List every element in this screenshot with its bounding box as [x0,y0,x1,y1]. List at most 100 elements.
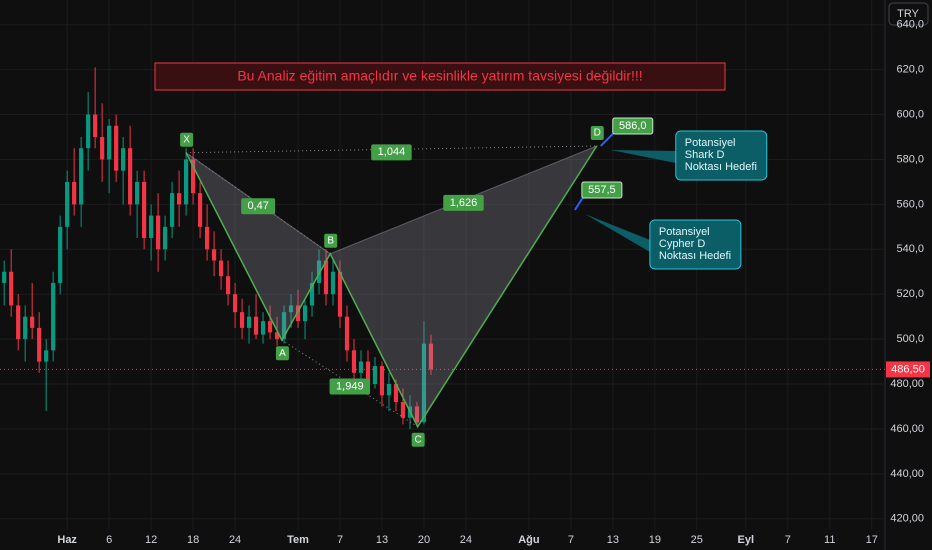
candle-body [190,159,196,194]
point-label-box [324,233,338,248]
banner-box [154,62,726,91]
candle-body [246,316,252,328]
candle-body [428,343,434,370]
candle-body [393,384,399,402]
candle-body [225,276,231,295]
ratio-label: 1,626 [450,197,478,209]
candle-body [386,384,392,396]
candle-body [337,271,343,317]
candle-body [309,282,315,306]
candle-body [267,321,273,333]
ratio-label: 1,949 [336,380,364,392]
y-tick-label: 520,0 [896,288,924,300]
x-tick-label: 6 [106,534,112,546]
candle-body [358,361,364,373]
candle-body [100,136,105,160]
candle-body [58,226,63,283]
candle-body [51,282,56,351]
x-tick-label: 7 [785,534,791,546]
ratio-box [329,378,371,395]
candle-body [107,125,112,160]
point-label: A [279,348,286,359]
x-tick-label: 25 [691,534,703,546]
note-box [649,219,742,270]
y-tick-label: 560,0 [896,198,924,210]
ratio-label: 0,47 [247,200,268,212]
candle-body [302,305,308,322]
note-text: Noktası Hedefi [685,161,757,173]
x-tick-label: Ağu [518,534,539,546]
last-price-box [886,361,930,378]
x-tick-label: Haz [57,534,77,546]
x-tick-label: 7 [337,534,343,546]
candle-body [260,321,266,335]
target-pointer [574,195,585,211]
candle-body [114,125,119,171]
candle-body [72,181,77,205]
candle-body [156,215,161,250]
note-text: Potansiyel [659,226,710,238]
candle-body [323,260,329,295]
candle-body [330,271,336,295]
point-label-box [180,132,194,147]
candle-body [9,271,14,306]
x-tick-label: Eyl [738,534,755,546]
currency-box[interactable] [888,2,929,26]
x-tick-label: 20 [418,534,430,546]
y-tick-label: 440,00 [890,468,924,480]
candle-body [30,316,35,328]
x-tick-label: 17 [866,534,878,546]
target-label: 586,0 [619,120,647,132]
candle-body [351,350,357,373]
candle-body [295,305,301,322]
candle-body [281,312,287,340]
overlay: Bu Analiz eğitim amaçlıdır ve kesinlikle… [57,2,930,546]
candle-body [316,260,322,283]
grid [0,0,885,530]
candle-body [400,401,406,418]
candle-body [183,159,189,205]
candle-body [135,181,140,205]
candle-body [232,294,238,313]
x-tick-label: 24 [460,534,472,546]
x-tick-label: 13 [376,534,388,546]
point-label: C [415,434,422,445]
candle-body [379,366,385,396]
y-tick-label: 480,00 [890,378,924,390]
x-tick-label: 13 [607,534,619,546]
y-tick-label: 540,0 [896,243,924,255]
pattern-dotted [186,145,597,154]
x-tick-label: 11 [824,534,835,546]
pattern-line [185,145,598,429]
note-box [675,130,768,181]
point-label: D [594,128,601,139]
candle-body [372,366,378,385]
candle-body [239,312,245,328]
note-pointer [584,213,650,252]
candle-body [204,226,210,250]
last-price-label: 486,50 [891,363,925,375]
y-tick-label: 420,00 [890,513,924,525]
note-text: Potansiyel [685,137,736,149]
point-label-box [275,346,289,361]
candle-body [414,406,420,423]
note-text: Shark D [685,149,725,161]
candle-body [421,343,427,423]
candle-body [149,215,154,239]
candle-body [128,148,133,205]
target-pointer [600,131,616,147]
currency[interactable]: TRY [897,8,919,20]
y-tick-label: 460,00 [890,423,924,435]
point-label-box [411,432,425,447]
y-tick-label: 620,0 [896,64,924,76]
candle-body [86,114,91,149]
ratio-label: 1,044 [378,146,406,158]
x-tick-label: 24 [229,534,241,546]
x-tick-label: 7 [568,534,574,546]
candle-body [44,350,49,362]
banner: Bu Analiz eğitim amaçlıdır ve kesinlikle… [237,68,642,84]
candle-body [211,249,217,261]
ratio-box [443,194,484,211]
y-tick-label: 500,0 [896,333,924,345]
